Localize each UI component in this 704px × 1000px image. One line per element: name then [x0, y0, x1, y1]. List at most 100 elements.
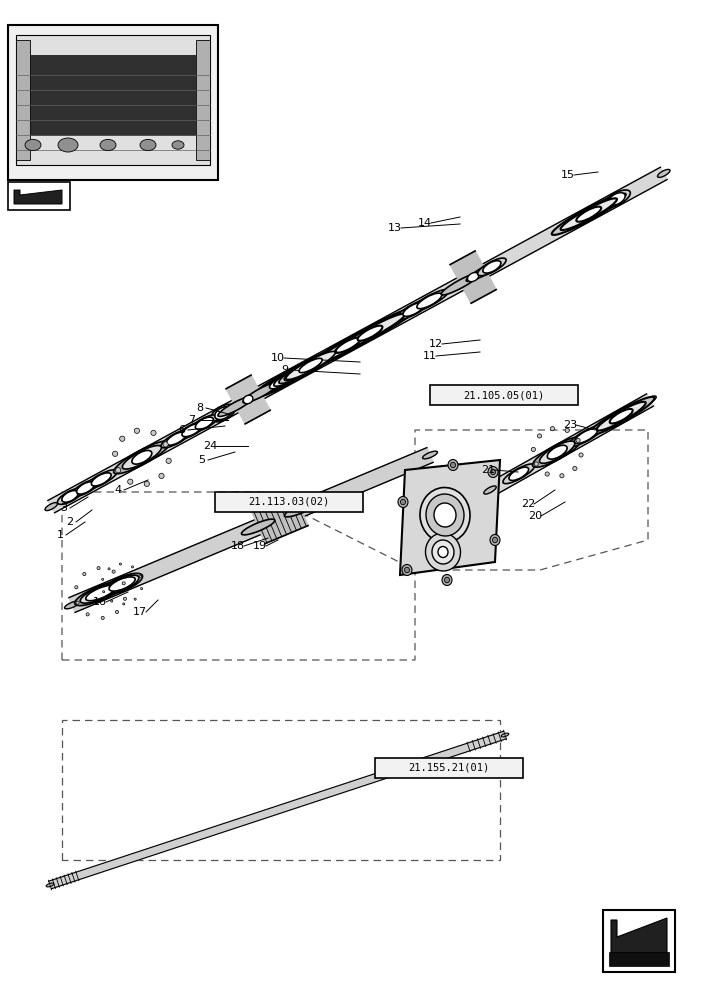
Ellipse shape	[161, 429, 191, 448]
Ellipse shape	[603, 190, 630, 208]
Ellipse shape	[442, 575, 452, 585]
Ellipse shape	[120, 436, 125, 441]
Text: 3: 3	[61, 503, 68, 513]
Ellipse shape	[304, 496, 327, 510]
Polygon shape	[69, 448, 433, 612]
Ellipse shape	[120, 563, 122, 565]
Ellipse shape	[97, 567, 100, 570]
Ellipse shape	[358, 326, 382, 341]
Ellipse shape	[111, 600, 113, 602]
Ellipse shape	[466, 259, 505, 281]
Ellipse shape	[62, 491, 78, 502]
Ellipse shape	[537, 434, 541, 438]
Ellipse shape	[539, 441, 575, 463]
Ellipse shape	[444, 577, 449, 583]
Ellipse shape	[127, 479, 133, 484]
Bar	[609, 952, 669, 966]
Polygon shape	[486, 394, 653, 496]
Ellipse shape	[565, 428, 570, 432]
Ellipse shape	[218, 396, 253, 416]
Ellipse shape	[532, 447, 536, 452]
Text: 23: 23	[563, 420, 577, 430]
Bar	[196, 40, 210, 160]
Text: 12: 12	[429, 339, 443, 349]
Text: 2: 2	[66, 517, 73, 527]
Ellipse shape	[417, 293, 442, 309]
Ellipse shape	[115, 610, 118, 614]
FancyBboxPatch shape	[430, 385, 578, 405]
Ellipse shape	[286, 351, 335, 380]
Text: 5: 5	[199, 455, 206, 465]
Ellipse shape	[420, 488, 470, 542]
Ellipse shape	[284, 501, 318, 517]
Ellipse shape	[77, 482, 94, 494]
Ellipse shape	[434, 503, 456, 527]
Polygon shape	[48, 167, 667, 513]
Ellipse shape	[477, 258, 506, 276]
Ellipse shape	[438, 547, 448, 557]
Ellipse shape	[396, 299, 432, 320]
Ellipse shape	[101, 578, 103, 580]
Ellipse shape	[80, 583, 121, 603]
Ellipse shape	[262, 372, 297, 393]
Ellipse shape	[113, 451, 118, 456]
Ellipse shape	[25, 139, 41, 151]
Bar	[23, 55, 195, 135]
Text: 21.113.03(02): 21.113.03(02)	[249, 497, 329, 507]
Ellipse shape	[299, 358, 322, 373]
Ellipse shape	[501, 733, 509, 737]
Text: 22: 22	[521, 499, 535, 509]
Ellipse shape	[491, 469, 496, 475]
Ellipse shape	[483, 261, 501, 273]
Ellipse shape	[45, 503, 58, 511]
Ellipse shape	[509, 467, 529, 480]
Text: 15: 15	[561, 170, 575, 180]
Ellipse shape	[132, 450, 152, 464]
Ellipse shape	[132, 566, 134, 568]
Ellipse shape	[177, 421, 207, 439]
Ellipse shape	[215, 407, 232, 420]
Ellipse shape	[547, 445, 567, 459]
Text: 21: 21	[481, 465, 495, 475]
Ellipse shape	[75, 580, 127, 606]
Ellipse shape	[122, 603, 125, 605]
Ellipse shape	[304, 321, 392, 370]
Bar	[8, 25, 218, 180]
Text: 7: 7	[189, 415, 196, 425]
Ellipse shape	[503, 464, 534, 484]
Ellipse shape	[103, 591, 105, 593]
Ellipse shape	[151, 430, 156, 436]
Ellipse shape	[315, 326, 382, 364]
Ellipse shape	[401, 499, 406, 505]
Ellipse shape	[335, 314, 406, 353]
Ellipse shape	[255, 368, 304, 397]
Ellipse shape	[597, 402, 646, 431]
Ellipse shape	[122, 446, 161, 469]
Text: 24: 24	[203, 441, 217, 451]
Ellipse shape	[71, 479, 100, 497]
Ellipse shape	[141, 588, 143, 590]
Text: 18: 18	[231, 541, 245, 551]
Ellipse shape	[308, 498, 323, 508]
Text: 13: 13	[388, 223, 402, 233]
Text: 10: 10	[271, 353, 285, 363]
Ellipse shape	[115, 468, 121, 473]
Ellipse shape	[85, 470, 118, 489]
Text: 11: 11	[423, 351, 437, 361]
Ellipse shape	[58, 138, 78, 152]
Ellipse shape	[172, 141, 184, 149]
Polygon shape	[400, 460, 500, 575]
Ellipse shape	[484, 486, 496, 494]
Ellipse shape	[86, 613, 89, 616]
Ellipse shape	[134, 428, 139, 433]
Text: 21.155.21(01): 21.155.21(01)	[408, 763, 489, 773]
Ellipse shape	[65, 601, 80, 609]
Ellipse shape	[76, 601, 79, 604]
Ellipse shape	[144, 481, 149, 486]
Text: 9: 9	[282, 365, 289, 375]
Text: 17: 17	[133, 607, 147, 617]
FancyBboxPatch shape	[375, 758, 523, 778]
Ellipse shape	[451, 462, 455, 468]
Ellipse shape	[241, 519, 275, 535]
Text: 4: 4	[115, 485, 122, 495]
